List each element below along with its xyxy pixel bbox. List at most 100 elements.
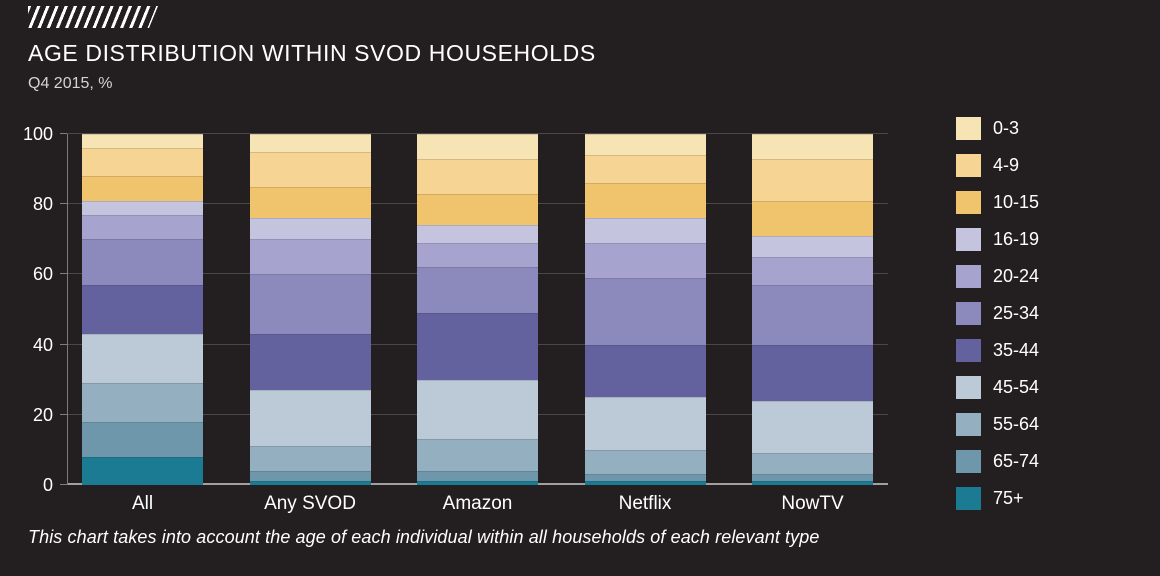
legend-item: 20-24 [956, 265, 1039, 288]
y-axis-tick [60, 343, 67, 345]
legend-item: 25-34 [956, 302, 1039, 325]
chart-title: AGE DISTRIBUTION WITHIN SVOD HOUSEHOLDS [28, 40, 596, 66]
bar-segment-20-24 [249, 239, 371, 275]
bar-segment-65-74 [752, 474, 873, 482]
legend-swatch [956, 265, 981, 288]
bar-segment-75+ [752, 481, 873, 485]
bar-segment-35-44 [249, 334, 371, 391]
bar-segment-45-54 [752, 400, 873, 454]
bar-amazon [417, 134, 538, 485]
legend-swatch [956, 117, 981, 140]
y-axis-tick [60, 273, 67, 275]
bar-segment-55-64 [82, 383, 203, 422]
bar-segment-45-54 [82, 334, 203, 384]
y-axis-tick-label: 80 [32, 194, 53, 215]
y-axis-tick-label: 0 [42, 475, 53, 495]
bar-segment-20-24 [584, 242, 706, 278]
y-axis-tick-label: 40 [32, 334, 53, 355]
bar-segment-65-74 [584, 474, 706, 482]
legend-item: 45-54 [956, 376, 1039, 399]
bar-segment-0-3 [249, 134, 371, 152]
bar-segment-55-64 [584, 449, 706, 475]
bar-all [82, 134, 203, 485]
bar-segment-25-34 [752, 284, 873, 345]
legend-label: 25-34 [993, 303, 1040, 323]
bar-segment-4-9 [82, 148, 203, 177]
bar-segment-16-19 [752, 235, 873, 257]
legend-item: 16-19 [956, 228, 1039, 251]
legend-label: 65-74 [993, 451, 1040, 471]
legend-label: 16-19 [993, 229, 1040, 249]
y-axis-tick [60, 484, 67, 485]
bar-segment-4-9 [584, 155, 706, 184]
bar-segment-0-3 [82, 134, 203, 149]
legend-label: 45-54 [993, 377, 1040, 397]
x-axis-label: Any SVOD [264, 493, 356, 514]
bar-segment-45-54 [249, 390, 371, 447]
y-axis-tick [60, 203, 67, 205]
bar-segment-16-19 [82, 200, 203, 215]
bar-segment-75+ [584, 481, 706, 485]
legend-item: 10-15 [956, 191, 1039, 214]
x-axis-label: Amazon [442, 493, 513, 514]
bar-segment-65-74 [417, 470, 538, 482]
bar-nowtv [752, 134, 873, 485]
bar-segment-16-19 [417, 225, 538, 243]
bar-segment-55-64 [752, 453, 873, 475]
legend-swatch [956, 302, 981, 325]
bar-segment-20-24 [417, 242, 538, 268]
bar-segment-10-15 [249, 186, 371, 219]
footnote: This chart takes into account the age of… [28, 527, 820, 547]
legend-swatch [956, 228, 981, 251]
bar-segment-25-34 [249, 274, 371, 335]
x-axis-labels: All Any SVOD Amazon Netflix NowTV [67, 493, 888, 515]
bar-segment-4-9 [752, 158, 873, 201]
bar-segment-4-9 [417, 158, 538, 194]
legend: 0-3 4-9 10-15 16-19 20-24 25-34 35-44 45-54 55-6… [956, 117, 1039, 510]
x-axis-label: Netflix [618, 493, 672, 514]
bar-segment-55-64 [249, 446, 371, 471]
bar-segment-0-3 [584, 134, 706, 156]
gridline [67, 133, 888, 134]
y-axis-line [67, 134, 68, 485]
legend-label: 0-3 [993, 118, 1020, 138]
legend-label: 20-24 [993, 266, 1040, 286]
bar-segment-4-9 [249, 151, 371, 187]
bar-segment-10-15 [584, 183, 706, 219]
y-axis-tick [60, 133, 67, 134]
bar-any-svod [249, 134, 371, 485]
legend-swatch [956, 450, 981, 473]
legend-label: 10-15 [993, 192, 1040, 212]
hatch-stripes-decoration [28, 6, 158, 28]
legend-swatch [956, 339, 981, 362]
bar-segment-0-3 [752, 134, 873, 159]
bar-segment-10-15 [417, 193, 538, 226]
legend-label: 55-64 [993, 414, 1040, 434]
bar-segment-10-15 [82, 176, 203, 201]
bar-segment-35-44 [752, 344, 873, 401]
y-axis-tick-label: 100 [22, 124, 53, 144]
bar-netflix [584, 134, 706, 485]
y-axis-tick [60, 413, 67, 415]
bar-segment-35-44 [82, 284, 203, 335]
bar-segment-20-24 [752, 256, 873, 285]
legend-item: 65-74 [956, 450, 1039, 473]
bar-segment-16-19 [584, 218, 706, 243]
bar-segment-25-34 [82, 239, 203, 285]
legend-swatch [956, 191, 981, 214]
bar-segment-75+ [249, 481, 371, 485]
bar-segment-65-74 [249, 470, 371, 482]
y-axis-tick-label: 20 [32, 404, 53, 425]
bar-segment-16-19 [249, 218, 371, 240]
legend-swatch [956, 376, 981, 399]
bar-segment-35-44 [417, 312, 538, 380]
bar-segment-10-15 [752, 200, 873, 236]
legend-item: 35-44 [956, 339, 1039, 362]
legend-item: 75+ [956, 487, 1039, 510]
bar-segment-75+ [82, 456, 203, 485]
legend-swatch [956, 154, 981, 177]
bar-segment-25-34 [417, 267, 538, 313]
bar-segment-75+ [417, 481, 538, 485]
legend-swatch [956, 487, 981, 510]
